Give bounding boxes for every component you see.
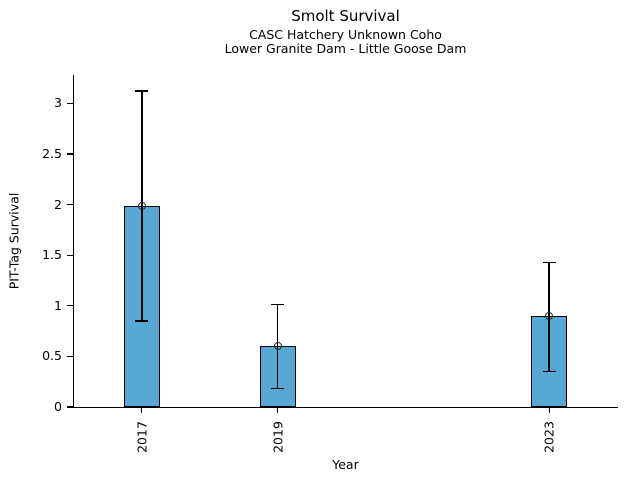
y-tick-label: 0.5	[42, 348, 62, 364]
y-tick	[67, 254, 74, 256]
error-cap-bottom	[542, 370, 556, 373]
x-axis-spine	[73, 406, 618, 409]
marker-point	[273, 342, 282, 351]
y-tick-label: 2.5	[42, 145, 62, 161]
y-tick-label: 1.5	[42, 247, 62, 263]
y-tick	[67, 153, 74, 155]
x-tick-label: 2023	[541, 421, 557, 453]
x-tick	[548, 407, 550, 413]
y-axis-spine	[73, 75, 75, 408]
chart-title: Smolt Survival	[291, 7, 400, 25]
chart-subtitle-2: Lower Granite Dam - Little Goose Dam	[224, 41, 467, 56]
x-tick-label: 2019	[270, 421, 286, 453]
y-tick	[67, 203, 74, 206]
y-tick	[67, 406, 74, 408]
x-axis-label: Year	[332, 457, 359, 472]
chart-subtitle-1: CASC Hatchery Unknown Coho	[249, 27, 442, 42]
x-tick	[141, 407, 143, 413]
error-cap-top	[542, 261, 556, 263]
x-tick-label: 2017	[134, 421, 150, 453]
y-tick-label: 0	[54, 399, 62, 414]
error-cap-top	[135, 90, 149, 92]
marker-point	[137, 201, 146, 210]
y-tick-label: 2	[54, 196, 62, 212]
y-tick-label: 3	[54, 95, 62, 111]
x-tick	[277, 407, 279, 413]
plot-area: 0 0.5 1 1.5 2 2.5 3 2017 2019 2023	[42, 75, 617, 453]
error-cap-bottom	[135, 320, 149, 322]
y-tick	[67, 305, 74, 307]
error-cap-bottom	[271, 388, 285, 390]
y-tick	[67, 102, 74, 104]
marker-point	[545, 311, 554, 320]
error-cap-top	[271, 304, 285, 306]
y-tick-label: 1	[54, 297, 62, 313]
y-tick	[67, 355, 74, 357]
